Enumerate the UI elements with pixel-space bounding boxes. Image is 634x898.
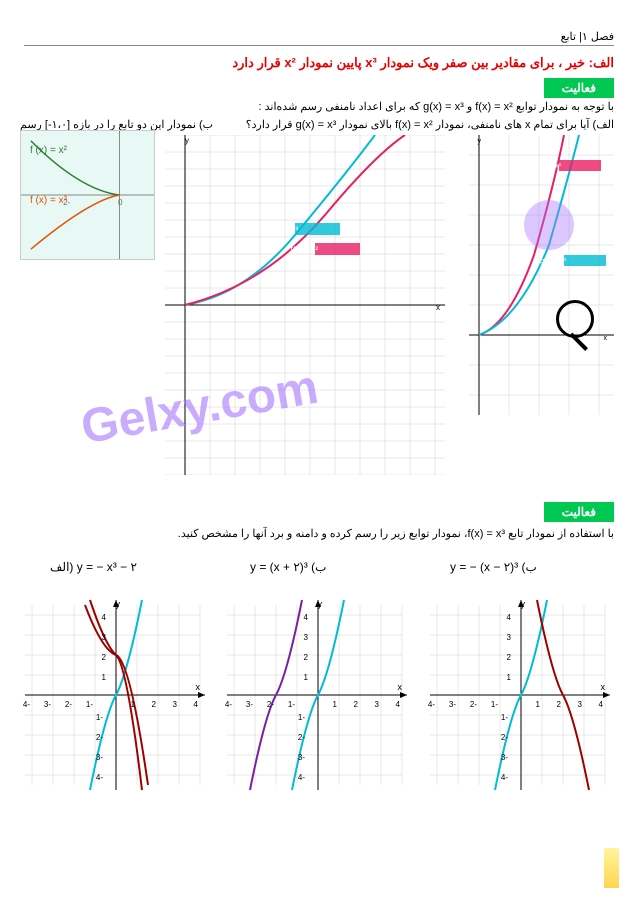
svg-text:-4: -4 [501, 773, 508, 782]
section1-line2a: الف) آیا برای تمام x های نامنفی، نمودار … [244, 118, 614, 131]
svg-text:-2: -2 [96, 733, 103, 742]
svg-text:-1: -1 [298, 713, 305, 722]
svg-text:x: x [436, 303, 440, 312]
svg-text:3: 3 [375, 700, 380, 709]
answer-prefix: الف: [589, 55, 614, 70]
svg-text:2: 2 [507, 653, 512, 662]
svg-text:-2: -2 [501, 733, 508, 742]
svg-text:2: 2 [557, 700, 562, 709]
svg-text:0: 0 [118, 198, 123, 207]
chapter-header: فصل ۱| تابع [24, 30, 614, 46]
formula-3: ب) y = − (x − ۲)³ [450, 560, 537, 574]
svg-text:1: 1 [102, 673, 107, 682]
svg-text:-4: -4 [96, 773, 103, 782]
svg-text:1: 1 [131, 700, 136, 709]
svg-text:x: x [601, 682, 606, 692]
svg-text:4: 4 [304, 613, 309, 622]
formula-2: ب) y = (x + ۲)³ [250, 560, 326, 574]
svg-text:3: 3 [102, 633, 107, 642]
svg-text:-1: -1 [501, 713, 508, 722]
svg-text:x: x [196, 682, 201, 692]
svg-text:3: 3 [578, 700, 583, 709]
svg-text:-2: -2 [65, 700, 72, 709]
svg-text:-3: -3 [298, 753, 305, 762]
fx3-label: f (x) = x³ [30, 195, 67, 206]
answer-text: الف: خیر ، برای مقادیر بین صفر ویک نمودا… [24, 55, 614, 71]
svg-text:2: 2 [354, 700, 359, 709]
bottom-chart-2: -4 -3 -2 -1 1 2 3 4 4 3 2 1 -1 -2 -3 -4 x y [222, 595, 407, 795]
svg-text:-1: -1 [288, 700, 295, 709]
svg-text:1: 1 [333, 700, 338, 709]
svg-text:y: y [116, 599, 121, 609]
svg-text:-4: -4 [225, 700, 232, 709]
svg-text:-4: -4 [298, 773, 305, 782]
svg-text:-1: -1 [491, 700, 498, 709]
svg-text:f(x) = x²: f(x) = x² [537, 163, 562, 170]
svg-text:4: 4 [507, 613, 512, 622]
fx2-label: f (x) = x² [30, 145, 67, 156]
svg-text:y: y [318, 599, 323, 609]
activity-badge-1: فعالیت [544, 78, 614, 98]
svg-text:-1: -1 [96, 713, 103, 722]
svg-text:-2: -2 [298, 733, 305, 742]
svg-text:4: 4 [102, 613, 107, 622]
svg-text:3: 3 [173, 700, 178, 709]
svg-text:f(x) = x²: f(x) = x² [291, 245, 319, 254]
svg-text:-3: -3 [96, 753, 103, 762]
svg-text:3: 3 [507, 633, 512, 642]
magnifier-icon [539, 300, 594, 355]
activity-badge-2: فعالیت [544, 502, 614, 522]
right-chart: f(x) = x² g(x) = x³ x y [469, 135, 614, 415]
svg-text:y: y [478, 138, 482, 145]
svg-text:g(x) = x³: g(x) = x³ [540, 258, 567, 265]
svg-text:-4: -4 [23, 700, 30, 709]
svg-text:-2: -2 [470, 700, 477, 709]
svg-text:3: 3 [304, 633, 309, 642]
svg-text:-3: -3 [449, 700, 456, 709]
svg-text:x: x [604, 335, 608, 342]
svg-text:-3: -3 [246, 700, 253, 709]
svg-text:-3: -3 [501, 753, 508, 762]
page-corner-decoration [604, 848, 619, 888]
formula-1: ۲ − y = − x³ (الف [50, 560, 137, 574]
svg-text:g(x) = x³: g(x) = x³ [268, 225, 298, 234]
svg-text:y: y [185, 136, 189, 145]
svg-text:4: 4 [396, 700, 401, 709]
svg-text:2: 2 [102, 653, 107, 662]
svg-text:-3: -3 [44, 700, 51, 709]
section1-line1: با توجه به نمودار توابع f(x) = x² و g(x)… [24, 100, 614, 113]
bottom-chart-1: -4 -3 -2 -1 1 2 3 4 4 3 2 1 -1 -2 -3 -4 x y [20, 595, 205, 795]
svg-text:2: 2 [304, 653, 309, 662]
svg-text:1: 1 [536, 700, 541, 709]
svg-text:4: 4 [599, 700, 604, 709]
answer-body: خیر ، برای مقادیر بین صفر ویک نمودار x³ … [232, 55, 585, 70]
svg-text:-1: -1 [86, 700, 93, 709]
svg-text:-2: -2 [267, 700, 274, 709]
section2-line1: با استفاده از نمودار تابع f(x) = x³، نمو… [24, 527, 614, 540]
svg-text:x: x [398, 682, 403, 692]
svg-text:1: 1 [507, 673, 512, 682]
svg-text:-4: -4 [428, 700, 435, 709]
svg-text:1: 1 [304, 673, 309, 682]
svg-text:4: 4 [194, 700, 199, 709]
svg-text:y: y [521, 599, 526, 609]
bottom-chart-3: -4 -3 -2 -1 1 2 3 4 4 3 2 1 -1 -2 -3 -4 x y [425, 595, 610, 795]
watermark-dot [524, 200, 574, 250]
svg-text:2: 2 [152, 700, 157, 709]
